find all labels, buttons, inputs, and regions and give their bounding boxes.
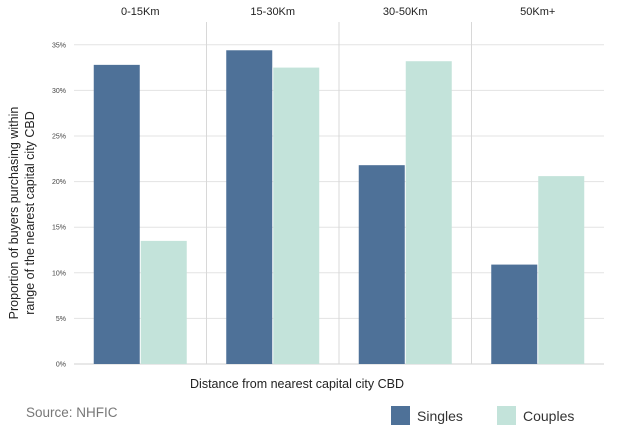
- legend-label-couples: Couples: [523, 408, 574, 424]
- facet-dividers: [206, 22, 472, 364]
- y-tick-labels: 0% 5% 10% 15% 20% 25% 30% 35%: [52, 42, 66, 368]
- facet-label: 0-15Km: [121, 6, 160, 18]
- facet-labels: 0-15Km 15-30Km 30-50Km 50Km+: [121, 6, 555, 18]
- y-axis-title-line-2: range of the nearest capital city CBD: [23, 111, 37, 315]
- y-tick-label: 25%: [52, 134, 66, 141]
- facet-label: 15-30Km: [250, 6, 295, 18]
- facet-label: 30-50Km: [383, 6, 428, 18]
- bars: [93, 50, 585, 364]
- bar-singles: [93, 64, 140, 364]
- bar-couples: [273, 67, 320, 364]
- bar-couples: [405, 61, 452, 364]
- facet-label: 50Km+: [520, 6, 555, 18]
- bar-singles: [358, 165, 405, 364]
- legend-label-singles: Singles: [417, 408, 463, 424]
- y-tick-label: 0%: [56, 362, 66, 369]
- bar-couples: [140, 240, 187, 364]
- y-tick-label: 35%: [52, 42, 66, 49]
- bar-singles: [226, 50, 273, 364]
- bar-singles: [491, 264, 538, 364]
- y-tick-label: 30%: [52, 88, 66, 95]
- y-tick-label: 20%: [52, 179, 66, 186]
- y-axis-title-line-1: Proportion of buyers purchasing within: [7, 107, 21, 320]
- x-axis-title: Distance from nearest capital city CBD: [190, 377, 404, 391]
- source-note: Source: NHFIC: [26, 405, 118, 420]
- bar-couples: [538, 176, 585, 364]
- y-tick-label: 10%: [52, 270, 66, 277]
- legend-swatch-singles: [391, 406, 410, 425]
- legend-swatch-couples: [497, 406, 516, 425]
- y-tick-label: 15%: [52, 225, 66, 232]
- y-tick-label: 5%: [56, 316, 66, 323]
